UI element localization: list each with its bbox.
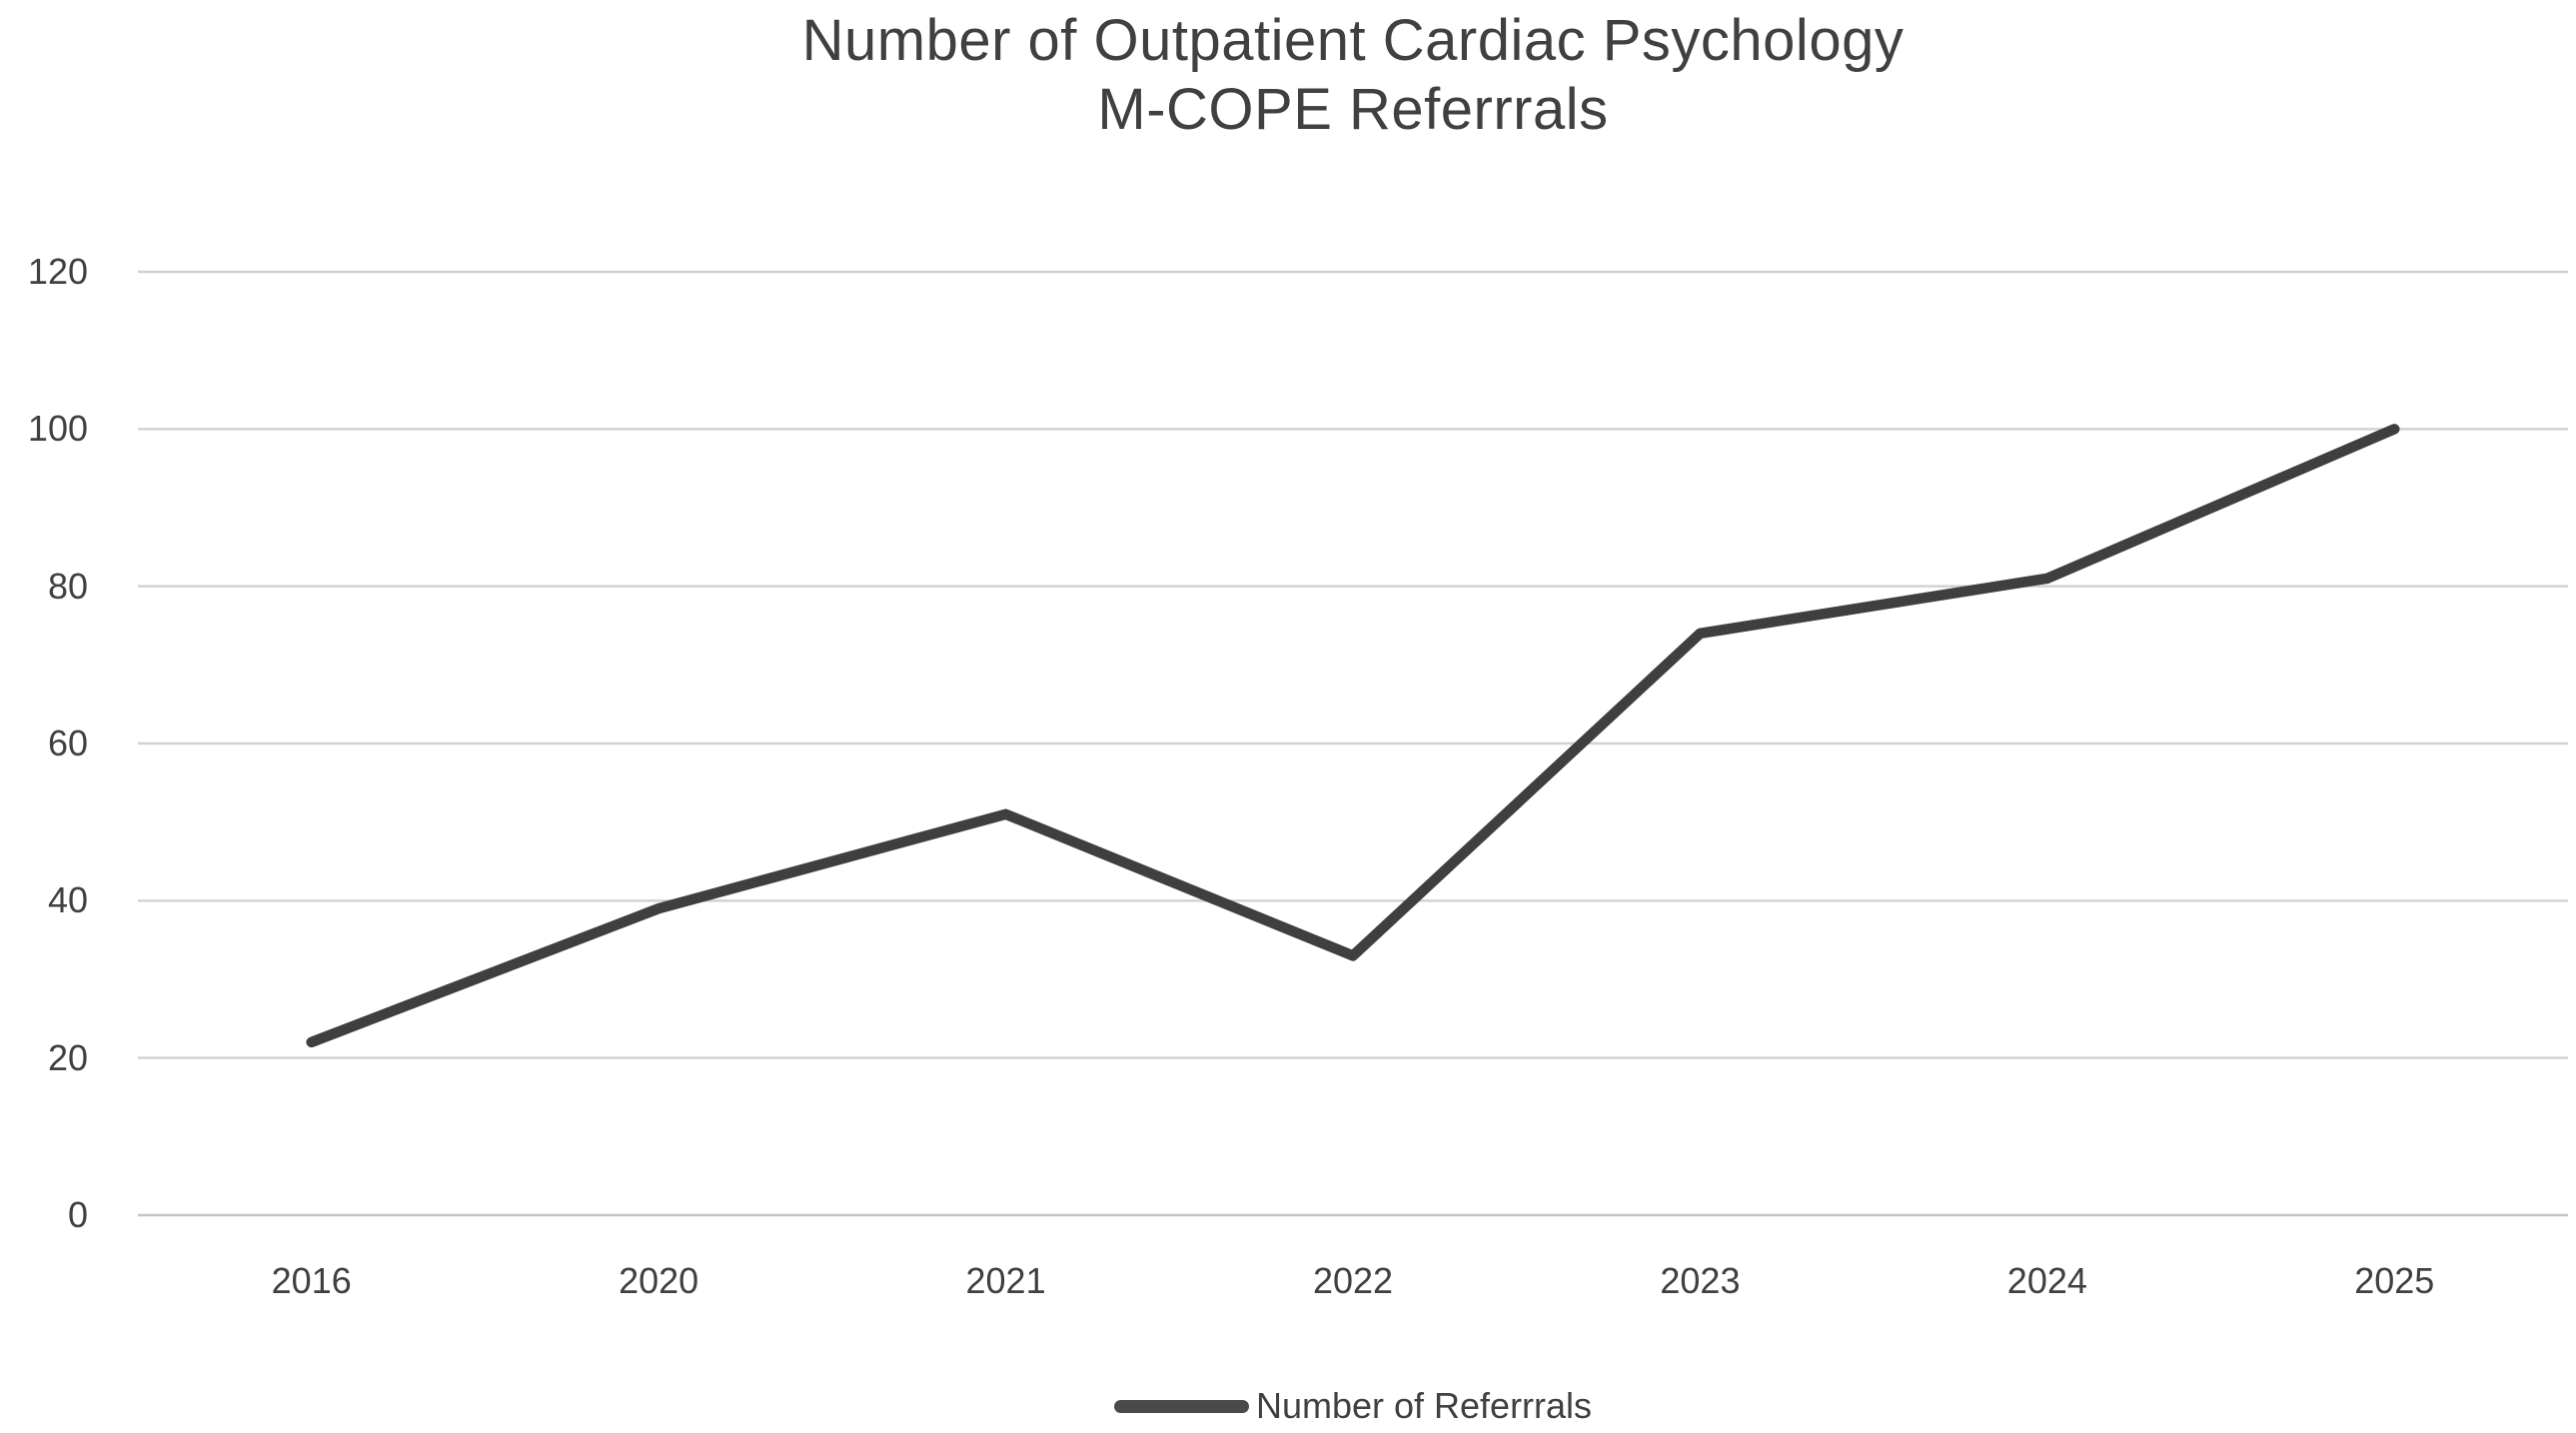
legend: Number of Referrrals	[138, 1385, 2568, 1427]
chart-title: Number of Outpatient Cardiac Psychology …	[138, 6, 2568, 144]
x-tick-label: 2024	[2006, 1260, 2087, 1301]
y-tick-label: 0	[67, 1194, 88, 1235]
y-tick-label: 40	[47, 879, 88, 921]
y-tick-label: 20	[47, 1036, 88, 1078]
x-tick-label: 2016	[271, 1260, 352, 1301]
x-tick-label: 2020	[619, 1260, 699, 1301]
y-tick-label: 100	[27, 408, 88, 450]
legend-label: Number of Referrrals	[1255, 1385, 1593, 1426]
y-tick-label: 80	[47, 565, 88, 607]
y-tick-label: 60	[47, 722, 88, 763]
x-tick-label: 2021	[965, 1260, 1046, 1301]
chart-title-line2: M-COPE Referrrals	[1097, 77, 1609, 142]
series-line-number-of-referrrals	[306, 424, 2400, 1048]
chart-title-line1: Number of Outpatient Cardiac Psychology	[801, 8, 1905, 73]
y-tick-label: 120	[27, 251, 88, 292]
x-tick-label: 2023	[1660, 1260, 1741, 1301]
x-tick-label: 2025	[2354, 1260, 2435, 1301]
x-tick-label: 2022	[1312, 1260, 1394, 1301]
legend-line-marker	[1113, 1399, 1249, 1413]
